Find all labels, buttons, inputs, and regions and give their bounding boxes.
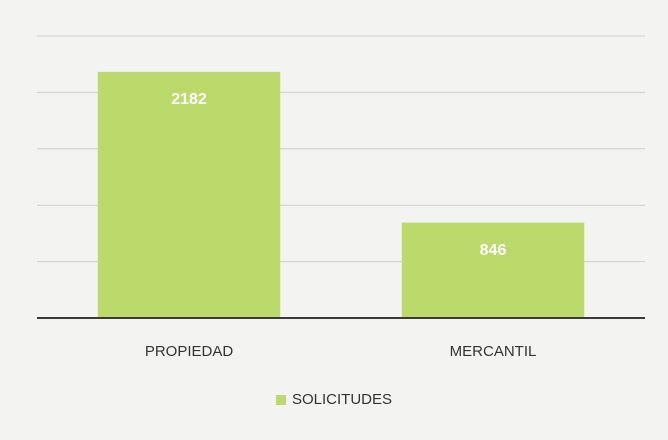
legend-label: SOLICITUDES — [292, 391, 392, 408]
x-tick-label: MERCANTIL — [450, 343, 537, 360]
bar — [97, 71, 281, 319]
bar — [401, 222, 585, 318]
data-label: 846 — [480, 242, 507, 259]
legend-swatch — [276, 395, 286, 405]
data-label: 2182 — [171, 91, 207, 108]
x-tick-label: PROPIEDAD — [145, 343, 234, 360]
